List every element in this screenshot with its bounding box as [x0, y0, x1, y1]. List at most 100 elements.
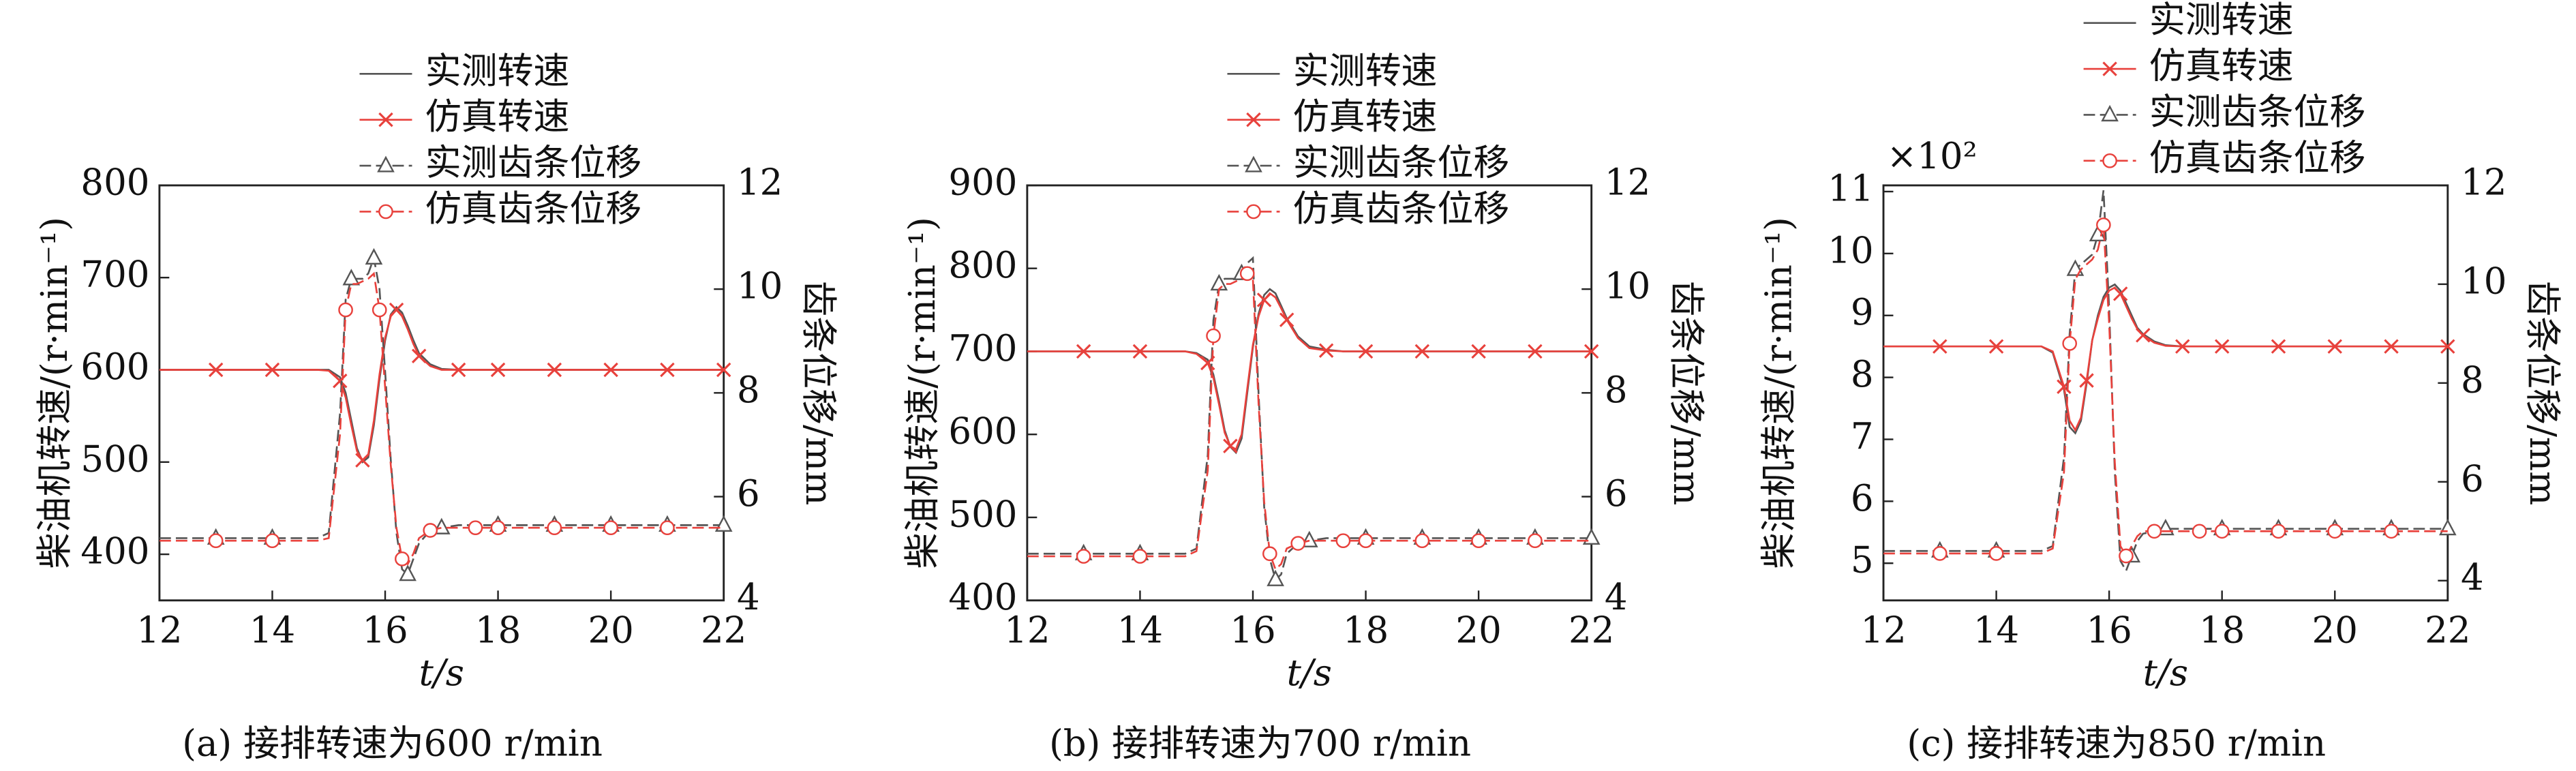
x-tick-label: 20 — [2312, 609, 2358, 651]
marker-x — [1318, 343, 1334, 358]
x-tick-label: 16 — [2086, 609, 2132, 651]
marker-x — [2384, 339, 2399, 354]
y2-tick-label: 4 — [737, 577, 760, 618]
legend-label: 实测转速 — [1293, 50, 1438, 92]
legend-label: 实测齿条位移 — [2149, 91, 2366, 133]
series-line — [159, 308, 724, 462]
y2-tick-label: 10 — [1605, 266, 1650, 307]
y-tick-label: 500 — [948, 494, 1017, 535]
marker-x — [2327, 339, 2342, 354]
legend-label: 实测齿条位移 — [1293, 142, 1510, 184]
marker-circle — [490, 520, 506, 536]
y-tick-label: 10 — [1828, 230, 1873, 271]
legend-label: 实测转速 — [2149, 0, 2294, 41]
chart-caption: (c) 接排转速为850 r/min — [1907, 723, 2326, 764]
marker-circle — [2214, 524, 2230, 539]
marker-x — [2440, 339, 2455, 354]
legend-label: 仿真转速 — [425, 96, 570, 138]
legend-label: 仿真转速 — [2149, 46, 2294, 87]
chart-caption: (a) 接排转速为600 r/min — [182, 723, 603, 764]
marker-circle — [338, 302, 353, 318]
marker-x — [389, 302, 404, 318]
y2-axis-label: 齿条位移/mm — [798, 280, 839, 505]
x-tick-label: 18 — [2199, 609, 2245, 651]
x-axis-label: t/s — [419, 652, 464, 694]
marker-circle — [1358, 533, 1374, 549]
marker-circle — [264, 533, 280, 549]
y-tick-label: 700 — [948, 328, 1017, 369]
marker-x — [1988, 339, 2004, 354]
x-tick-label: 16 — [1230, 609, 1275, 651]
y-tick-label: 600 — [948, 411, 1017, 453]
marker-x — [333, 374, 348, 389]
series-line — [1883, 190, 2448, 573]
marker-triangle — [399, 564, 416, 581]
x-tick-label: 16 — [362, 609, 408, 651]
y-tick-label: 7 — [1851, 416, 1874, 457]
marker-x — [2102, 61, 2117, 76]
y-axis-label: 柴油机转速/(r·min⁻¹) — [1758, 217, 1800, 569]
marker-x — [355, 453, 370, 468]
marker-triangle — [365, 247, 383, 265]
plot-frame — [1882, 184, 2449, 602]
marker-triangle — [2101, 104, 2119, 122]
marker-circle — [2102, 153, 2117, 168]
marker-x — [1584, 344, 1599, 359]
marker-x — [411, 348, 427, 363]
marker-triangle — [1267, 569, 1284, 586]
y2-tick-label: 8 — [2461, 359, 2484, 401]
marker-x — [1471, 344, 1486, 359]
series-line — [159, 271, 724, 566]
marker-x — [2112, 286, 2128, 301]
marker-x — [451, 362, 466, 378]
y-tick-label: 9 — [1851, 292, 1874, 333]
marker-x — [208, 362, 224, 378]
y2-tick-label: 8 — [1605, 369, 1628, 411]
marker-circle — [1932, 546, 1948, 561]
marker-circle — [2271, 524, 2286, 539]
y2-tick-label: 4 — [1605, 577, 1628, 618]
y2-axis-label: 齿条位移/mm — [1665, 280, 1707, 505]
marker-circle — [1132, 549, 1148, 564]
marker-circle — [1262, 546, 1277, 562]
marker-circle — [1290, 536, 1306, 551]
marker-circle — [208, 533, 224, 549]
y-tick-label: 400 — [948, 577, 1017, 618]
legend-label: 仿真齿条位移 — [2149, 137, 2366, 179]
series-line — [159, 305, 724, 464]
legend-label: 仿真齿条位移 — [1293, 188, 1510, 230]
marker-x — [603, 362, 618, 378]
marker-circle — [2192, 524, 2207, 539]
marker-triangle — [2066, 259, 2085, 276]
marker-circle — [423, 523, 438, 538]
marker-triangle — [1300, 530, 1318, 547]
marker-x — [660, 362, 675, 378]
y-axis-label: 柴油机转速/(r·min⁻¹) — [34, 217, 76, 569]
marker-x — [2175, 339, 2190, 354]
marker-circle — [547, 520, 562, 536]
x-tick-label: 22 — [1569, 609, 1614, 651]
x-tick-label: 20 — [588, 609, 633, 651]
marker-triangle — [2438, 519, 2457, 536]
marker-x — [2271, 339, 2286, 354]
marker-circle — [1239, 266, 1255, 282]
marker-x — [264, 362, 280, 378]
marker-x — [1933, 339, 1948, 354]
x-tick-label: 22 — [701, 609, 746, 651]
marker-x — [1132, 344, 1148, 359]
x-tick-label: 14 — [249, 609, 295, 651]
x-axis-label: t/s — [2143, 652, 2188, 694]
y2-tick-label: 8 — [737, 369, 760, 411]
y2-axis-label: 齿条位移/mm — [2521, 280, 2563, 505]
y-tick-label: 500 — [80, 438, 149, 480]
marker-circle — [1335, 533, 1351, 549]
marker-circle — [2147, 524, 2162, 539]
x-tick-label: 14 — [1117, 609, 1163, 651]
marker-x — [378, 112, 393, 127]
marker-x — [2136, 328, 2151, 343]
marker-x — [490, 362, 506, 378]
chart-caption: (b) 接排转速为700 r/min — [1049, 723, 1471, 764]
marker-circle — [395, 551, 410, 566]
